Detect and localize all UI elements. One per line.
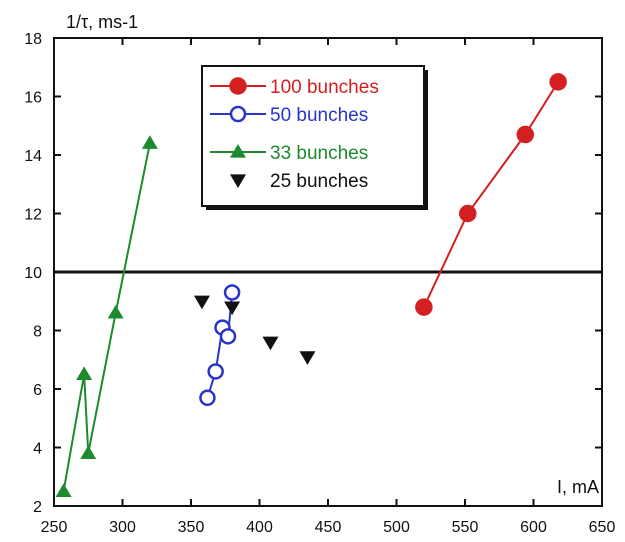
- legend-label: 50 bunches: [270, 105, 368, 126]
- series-layer: [55, 73, 567, 497]
- series-33-bunches: [55, 135, 158, 497]
- legend-marker: [230, 144, 246, 158]
- y-tick-label: 16: [24, 90, 42, 107]
- data-point: [76, 366, 93, 380]
- x-tick-label: 650: [589, 519, 616, 536]
- data-point: [458, 204, 477, 223]
- x-tick-label: 250: [41, 519, 68, 536]
- series-line: [62, 143, 151, 492]
- data-point: [207, 363, 224, 380]
- data-point: [107, 304, 124, 319]
- x-tick-label: 350: [178, 519, 205, 536]
- x-tick-label: 300: [109, 519, 136, 536]
- y-axis-label: 1/τ, ms-1: [66, 12, 138, 32]
- x-axis: 250 300 350 400 450 500 550 600 650: [41, 38, 616, 536]
- data-point: [262, 336, 279, 351]
- y-axis: 2 4 6 8 10 12 14 16 18: [24, 31, 602, 516]
- data-point: [516, 125, 535, 144]
- y-tick-label: 18: [24, 31, 42, 48]
- x-axis-label: I, mA: [557, 477, 599, 497]
- y-tick-label: 10: [24, 265, 42, 282]
- x-tick-label: 450: [315, 519, 342, 536]
- x-tick-label: 550: [452, 519, 479, 536]
- y-tick-label: 4: [33, 441, 42, 458]
- legend: 100 bunches 50 bunches 33 bunches 25 bunche…: [201, 65, 428, 210]
- legend-label: 25 bunches: [270, 171, 368, 192]
- data-point: [193, 295, 210, 310]
- x-tick-label: 500: [383, 519, 410, 536]
- x-tick-label: 600: [520, 519, 547, 536]
- legend-marker: [229, 77, 247, 95]
- data-point: [223, 284, 241, 301]
- data-point: [549, 73, 567, 91]
- series-100-bunches: [415, 73, 567, 316]
- y-tick-label: 8: [33, 324, 42, 341]
- data-point: [219, 328, 237, 345]
- data-point: [224, 301, 241, 316]
- legend-label: 100 bunches: [270, 77, 379, 98]
- x-tick-label: 400: [246, 519, 273, 536]
- y-tick-label: 12: [24, 207, 42, 224]
- y-tick-label: 14: [24, 148, 42, 165]
- data-point: [55, 483, 72, 497]
- y-tick-label: 6: [33, 382, 42, 399]
- data-point: [415, 298, 433, 316]
- series-line: [422, 81, 560, 308]
- data-point: [141, 135, 158, 149]
- data-point: [199, 389, 216, 407]
- legend-marker: [230, 174, 246, 188]
- legend-marker: [229, 105, 247, 123]
- series-50-bunches: [199, 284, 241, 407]
- y-tick-label: 2: [33, 499, 42, 516]
- series-25-bunches: [193, 295, 316, 365]
- data-point: [299, 351, 316, 365]
- data-point: [80, 445, 97, 459]
- legend-label: 33 bunches: [270, 143, 368, 164]
